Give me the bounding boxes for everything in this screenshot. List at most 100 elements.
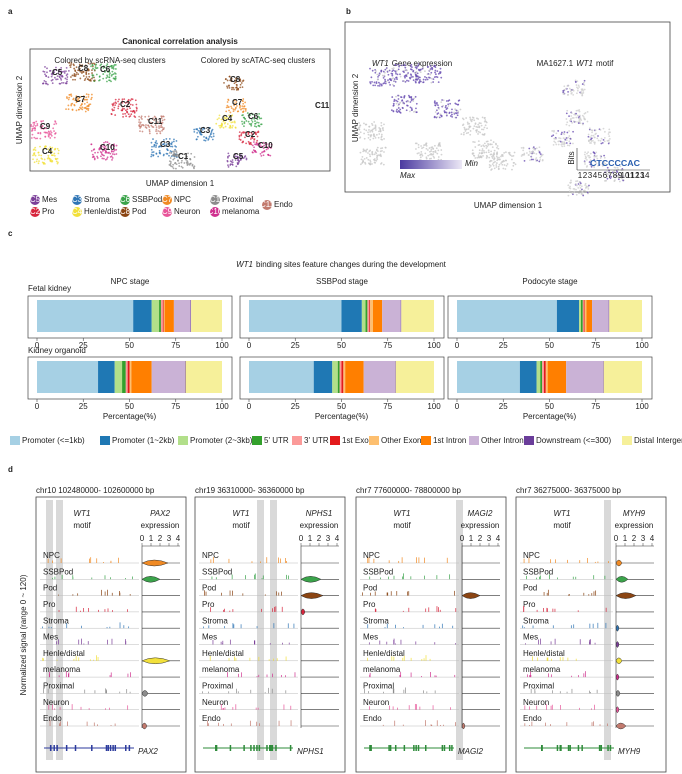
umap-point bbox=[380, 133, 383, 136]
umap-point bbox=[169, 145, 172, 148]
umap-point bbox=[425, 144, 428, 147]
umap-point bbox=[75, 109, 78, 112]
umap-point bbox=[111, 109, 114, 112]
umap-point bbox=[235, 88, 238, 91]
gene-exon bbox=[250, 745, 252, 751]
umap-point bbox=[235, 165, 238, 168]
umap-point bbox=[471, 118, 474, 121]
cell-label: Proximal bbox=[43, 682, 74, 691]
umap-point bbox=[380, 69, 383, 72]
cluster-label: C1 bbox=[178, 152, 189, 161]
umap-point bbox=[101, 154, 104, 156]
bar-segment bbox=[173, 300, 191, 332]
umap-point bbox=[71, 102, 74, 105]
umap-point bbox=[210, 132, 212, 135]
umap-point bbox=[94, 66, 97, 69]
umap-point bbox=[40, 154, 43, 157]
bar-segment bbox=[191, 300, 222, 332]
umap-point bbox=[581, 94, 584, 97]
umap-point bbox=[407, 72, 410, 74]
umap-point bbox=[121, 108, 124, 110]
cell-label: NPC bbox=[523, 551, 540, 560]
motif-id: MA1627.1 bbox=[537, 59, 574, 68]
umap-point bbox=[69, 66, 72, 68]
umap-point bbox=[405, 109, 408, 112]
umap-point bbox=[158, 149, 161, 152]
umap-point bbox=[58, 82, 61, 85]
umap-point bbox=[226, 160, 229, 163]
umap-point bbox=[258, 117, 261, 120]
umap-point bbox=[504, 168, 507, 170]
cell-label: Henle/distal bbox=[202, 649, 244, 658]
umap-point bbox=[411, 75, 414, 78]
umap-point bbox=[260, 154, 263, 157]
chart-frame bbox=[447, 356, 653, 400]
legend-badge bbox=[162, 207, 172, 217]
umap-point bbox=[386, 71, 389, 73]
umap-point bbox=[363, 132, 366, 135]
umap-point bbox=[237, 87, 240, 90]
umap-point bbox=[369, 130, 372, 133]
violin-tick-label: 4 bbox=[176, 534, 181, 543]
umap-point bbox=[82, 95, 85, 97]
umap-point bbox=[91, 72, 93, 74]
cluster-label: C8 bbox=[78, 64, 89, 73]
x-tick-label: 25 bbox=[79, 341, 88, 350]
umap-point bbox=[106, 80, 108, 83]
gene-exon bbox=[65, 745, 68, 751]
umap-point bbox=[243, 122, 246, 125]
umap-point bbox=[433, 156, 436, 159]
umap-point bbox=[245, 142, 248, 145]
umap-point bbox=[369, 81, 372, 83]
umap-point bbox=[448, 99, 451, 102]
umap-point bbox=[160, 126, 162, 129]
umap-point bbox=[252, 149, 255, 152]
umap-point bbox=[69, 93, 71, 96]
umap-point bbox=[111, 144, 114, 147]
umap-point bbox=[464, 130, 467, 132]
gene-model-label: PAX2 bbox=[138, 747, 158, 756]
cluster-label: C2 bbox=[245, 130, 256, 139]
umap-point bbox=[96, 67, 99, 69]
umap-point bbox=[141, 130, 144, 133]
umap-point bbox=[253, 138, 256, 141]
umap-point bbox=[175, 163, 178, 166]
umap-point bbox=[495, 162, 498, 164]
umap-point bbox=[67, 98, 70, 101]
umap-point bbox=[569, 182, 572, 184]
umap-point bbox=[493, 149, 496, 152]
umap-point bbox=[227, 166, 230, 168]
umap-point bbox=[103, 157, 105, 160]
umap-point bbox=[575, 193, 578, 196]
umap-point bbox=[419, 80, 422, 83]
x-tick-label: 25 bbox=[291, 341, 300, 350]
violin-tick-label: 2 bbox=[317, 534, 322, 543]
umap-point bbox=[511, 155, 513, 158]
umap-point bbox=[47, 154, 50, 157]
umap-point bbox=[53, 130, 55, 132]
umap-point bbox=[398, 65, 401, 68]
umap-point bbox=[160, 117, 163, 120]
umap-point bbox=[582, 189, 585, 192]
umap-point bbox=[362, 159, 364, 162]
umap-point bbox=[242, 157, 245, 160]
gene-exon bbox=[394, 745, 397, 751]
umap-point bbox=[619, 175, 622, 178]
umap-point bbox=[590, 129, 593, 132]
umap-point bbox=[49, 130, 52, 133]
umap-point bbox=[67, 104, 70, 107]
umap-point bbox=[579, 182, 582, 185]
cell-label: Henle/distal bbox=[43, 649, 85, 658]
gene-model-label: MAGI2 bbox=[458, 747, 483, 756]
cluster-label: C2 bbox=[120, 100, 131, 109]
umap-point bbox=[45, 74, 47, 77]
umap-point bbox=[365, 157, 368, 159]
panel-title: Canonical correlation analysis bbox=[122, 37, 238, 46]
umap-point bbox=[113, 63, 116, 66]
umap-point bbox=[601, 162, 604, 165]
umap-point bbox=[44, 135, 47, 138]
umap-point bbox=[385, 67, 388, 69]
colorbar-label: Min bbox=[465, 159, 478, 168]
umap-point bbox=[234, 155, 237, 158]
umap-point bbox=[374, 70, 377, 72]
